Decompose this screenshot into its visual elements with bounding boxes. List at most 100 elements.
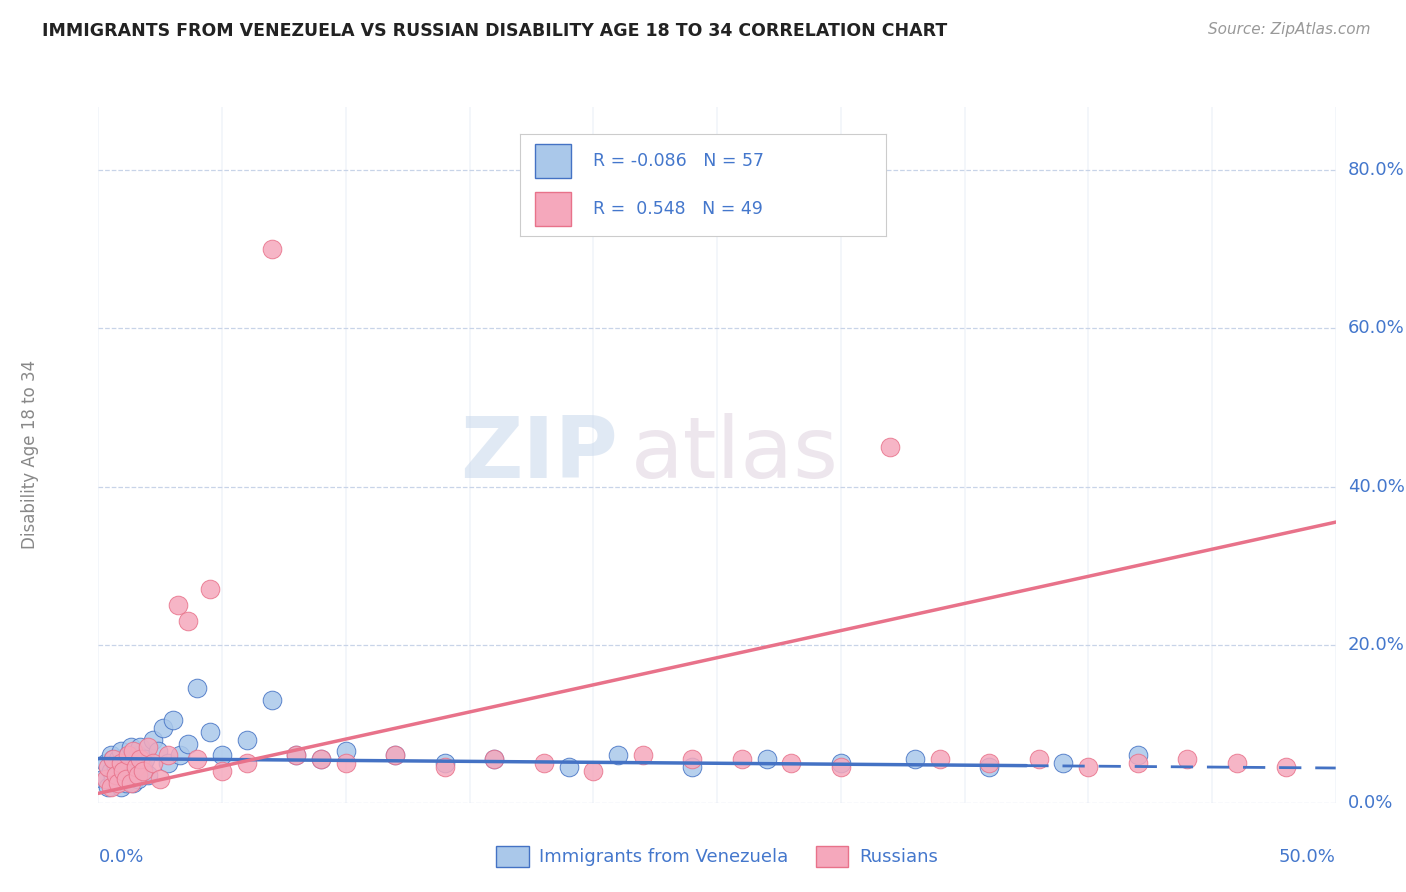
Point xyxy=(124,764,146,779)
Point xyxy=(152,721,174,735)
Point xyxy=(557,760,579,774)
Text: R =  0.548   N = 49: R = 0.548 N = 49 xyxy=(593,200,763,218)
Point xyxy=(94,756,117,771)
Text: Disability Age 18 to 34: Disability Age 18 to 34 xyxy=(21,360,39,549)
Point xyxy=(110,780,132,794)
Text: Source: ZipAtlas.com: Source: ZipAtlas.com xyxy=(1208,22,1371,37)
Point xyxy=(1226,756,1249,771)
Point xyxy=(433,760,456,774)
Point xyxy=(755,752,778,766)
Point xyxy=(260,693,283,707)
Point xyxy=(124,760,146,774)
Point xyxy=(97,780,120,794)
Point xyxy=(104,768,127,782)
Point xyxy=(582,764,605,779)
Point xyxy=(120,768,142,782)
Text: IMMIGRANTS FROM VENEZUELA VS RUSSIAN DISABILITY AGE 18 TO 34 CORRELATION CHART: IMMIGRANTS FROM VENEZUELA VS RUSSIAN DIS… xyxy=(42,22,948,40)
Point xyxy=(110,744,132,758)
Point xyxy=(335,756,357,771)
Text: 40.0%: 40.0% xyxy=(1348,477,1405,496)
Point xyxy=(134,752,156,766)
Text: atlas: atlas xyxy=(630,413,838,497)
Text: 60.0%: 60.0% xyxy=(1348,319,1405,337)
Point xyxy=(122,744,145,758)
Point xyxy=(433,756,456,771)
Point xyxy=(607,748,630,763)
Point xyxy=(176,614,198,628)
Point xyxy=(120,740,142,755)
Point xyxy=(146,744,169,758)
Point xyxy=(122,776,145,790)
Point xyxy=(979,760,1001,774)
Point xyxy=(120,776,142,790)
Point xyxy=(117,748,139,763)
Point xyxy=(100,764,122,779)
Point xyxy=(114,756,136,771)
Text: R = -0.086   N = 57: R = -0.086 N = 57 xyxy=(593,152,765,170)
Point xyxy=(236,756,259,771)
Point xyxy=(100,748,122,763)
Point xyxy=(198,724,221,739)
Point xyxy=(156,748,179,763)
Point xyxy=(384,748,406,763)
Text: 50.0%: 50.0% xyxy=(1279,848,1336,866)
Point xyxy=(1275,760,1298,774)
Text: 80.0%: 80.0% xyxy=(1348,161,1405,179)
Point xyxy=(484,752,506,766)
Point xyxy=(830,760,852,774)
Point xyxy=(260,243,283,257)
Point xyxy=(166,598,188,612)
FancyBboxPatch shape xyxy=(534,193,571,226)
Point xyxy=(631,748,654,763)
Text: 0.0%: 0.0% xyxy=(98,848,143,866)
Point xyxy=(112,772,135,786)
Point xyxy=(112,764,135,779)
Point xyxy=(132,760,155,774)
Point xyxy=(112,764,135,779)
Point xyxy=(136,740,159,755)
Point xyxy=(117,748,139,763)
Point xyxy=(107,768,129,782)
Point xyxy=(236,732,259,747)
Point xyxy=(681,752,703,766)
Point xyxy=(104,776,127,790)
Point xyxy=(186,752,208,766)
Point xyxy=(1126,756,1149,771)
Point xyxy=(484,752,506,766)
Point xyxy=(335,744,357,758)
Text: ZIP: ZIP xyxy=(460,413,619,497)
Point xyxy=(103,772,125,786)
Point xyxy=(124,756,146,771)
Point xyxy=(103,752,125,766)
Legend: Immigrants from Venezuela, Russians: Immigrants from Venezuela, Russians xyxy=(489,838,945,874)
Point xyxy=(1175,752,1198,766)
Point xyxy=(132,764,155,779)
Point xyxy=(186,681,208,695)
Point xyxy=(104,760,127,774)
Point xyxy=(114,772,136,786)
Point xyxy=(198,582,221,597)
Point xyxy=(114,776,136,790)
Point xyxy=(904,752,927,766)
Point xyxy=(94,772,117,786)
Point xyxy=(309,752,332,766)
Point xyxy=(928,752,950,766)
Point xyxy=(142,756,165,771)
Point xyxy=(127,748,149,763)
FancyBboxPatch shape xyxy=(534,145,571,178)
Point xyxy=(169,748,191,763)
Point xyxy=(979,756,1001,771)
Point xyxy=(879,440,901,454)
Point xyxy=(780,756,803,771)
Point xyxy=(1028,752,1050,766)
Point xyxy=(211,748,233,763)
Point xyxy=(533,756,555,771)
Point xyxy=(107,776,129,790)
Point xyxy=(830,756,852,771)
Point xyxy=(1077,760,1099,774)
Point xyxy=(1126,748,1149,763)
Point xyxy=(731,752,754,766)
Point xyxy=(97,760,120,774)
Point xyxy=(129,752,152,766)
Point xyxy=(100,780,122,794)
